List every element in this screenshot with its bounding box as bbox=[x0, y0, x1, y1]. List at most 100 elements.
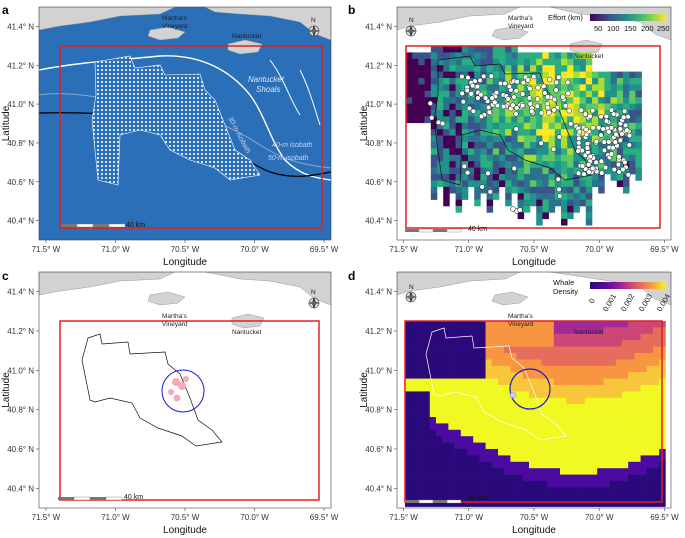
effort-cell bbox=[548, 186, 556, 194]
density-cell bbox=[436, 397, 443, 405]
density-cell bbox=[429, 340, 437, 347]
effort-cell bbox=[585, 199, 593, 207]
sighting-dot bbox=[578, 107, 584, 113]
effort-cell bbox=[505, 52, 512, 60]
density-cell bbox=[535, 346, 542, 354]
density-cell bbox=[411, 442, 418, 450]
sighting-dot bbox=[538, 110, 545, 116]
effort-cell bbox=[554, 122, 562, 130]
density-cell bbox=[560, 423, 567, 431]
effort-cell bbox=[548, 148, 556, 156]
density-cell bbox=[646, 417, 654, 424]
effort-cell bbox=[635, 135, 642, 143]
sighting-dot bbox=[556, 186, 562, 193]
north-arrow-icon: N bbox=[308, 289, 320, 309]
density-cell bbox=[634, 481, 641, 488]
density-cell bbox=[560, 391, 567, 399]
density-cell bbox=[491, 481, 499, 488]
effort-cell bbox=[430, 154, 438, 162]
effort-cell bbox=[443, 154, 450, 162]
effort-cell bbox=[585, 110, 593, 117]
density-cell bbox=[609, 321, 617, 328]
effort-cell bbox=[449, 78, 456, 85]
effort-cell bbox=[598, 110, 605, 117]
effort-cell bbox=[523, 167, 531, 175]
density-cell bbox=[591, 333, 598, 341]
y-tick-label: 40.4° N bbox=[365, 217, 392, 226]
effort-cell bbox=[437, 180, 444, 188]
density-cell bbox=[566, 429, 573, 437]
density-cell bbox=[405, 474, 412, 482]
density-cell bbox=[578, 410, 586, 418]
effort-cell bbox=[486, 52, 494, 60]
effort-cell bbox=[610, 71, 618, 79]
density-cell bbox=[498, 474, 505, 482]
density-cell bbox=[436, 365, 443, 373]
effort-cell bbox=[554, 116, 562, 124]
effort-colorbar bbox=[590, 14, 666, 21]
effort-cell bbox=[461, 52, 469, 60]
effort-cell bbox=[499, 148, 506, 156]
density-cell bbox=[603, 487, 610, 495]
effort-cell bbox=[492, 180, 500, 188]
density-cell bbox=[572, 321, 579, 328]
density-cell bbox=[491, 410, 499, 418]
density-cell bbox=[405, 481, 412, 488]
effort-cell bbox=[455, 199, 463, 207]
effort-cell bbox=[554, 154, 562, 162]
effort-cell bbox=[505, 180, 512, 188]
density-cell bbox=[560, 321, 567, 328]
density-cell bbox=[646, 365, 654, 373]
effort-cell bbox=[629, 135, 636, 143]
density-cell bbox=[473, 327, 480, 335]
density-cell bbox=[479, 346, 486, 354]
density-cell bbox=[541, 404, 548, 411]
density-cell bbox=[553, 321, 561, 328]
sighting-dot bbox=[541, 83, 547, 89]
density-cell bbox=[423, 321, 431, 328]
effort-cell bbox=[573, 52, 580, 60]
density-cell bbox=[429, 481, 437, 488]
density-cell bbox=[423, 365, 431, 373]
sighting-dot bbox=[613, 131, 619, 138]
effort-cell bbox=[468, 97, 475, 104]
density-cell bbox=[541, 493, 548, 501]
effort-cell bbox=[449, 154, 456, 162]
density-cell bbox=[597, 449, 604, 456]
density-cell bbox=[628, 474, 635, 482]
density-cell bbox=[560, 410, 567, 418]
effort-cell bbox=[623, 90, 630, 98]
density-cell bbox=[609, 417, 617, 424]
effort-cell bbox=[492, 174, 500, 181]
density-tick-0: 0 bbox=[587, 297, 597, 305]
density-cell bbox=[597, 410, 604, 418]
scale-bar: 40 km bbox=[405, 226, 487, 233]
effort-tick-150: 150 bbox=[624, 24, 637, 33]
effort-cell bbox=[474, 103, 481, 111]
effort-cell bbox=[623, 71, 630, 79]
effort-cell bbox=[604, 110, 611, 117]
density-cell bbox=[535, 481, 542, 488]
density-cell bbox=[498, 365, 505, 373]
density-cell bbox=[429, 378, 437, 386]
density-cell bbox=[460, 417, 468, 424]
sighting-dot bbox=[461, 163, 467, 170]
effort-cell bbox=[548, 78, 556, 85]
effort-cell bbox=[635, 148, 642, 156]
sighting-dot bbox=[579, 163, 586, 169]
density-cell bbox=[584, 340, 592, 347]
effort-cell bbox=[406, 103, 413, 111]
sighting-dot bbox=[510, 102, 516, 108]
density-cell bbox=[454, 410, 462, 418]
effort-cell bbox=[455, 52, 463, 60]
effort-cell bbox=[573, 103, 580, 111]
density-cell bbox=[529, 340, 536, 347]
effort-cell bbox=[412, 71, 419, 79]
density-cell bbox=[485, 474, 493, 482]
density-cell bbox=[529, 378, 536, 386]
density-cell bbox=[485, 429, 493, 437]
density-cell bbox=[529, 417, 536, 424]
effort-cell bbox=[585, 206, 593, 213]
effort-cell bbox=[517, 52, 525, 60]
density-cell bbox=[628, 359, 635, 367]
